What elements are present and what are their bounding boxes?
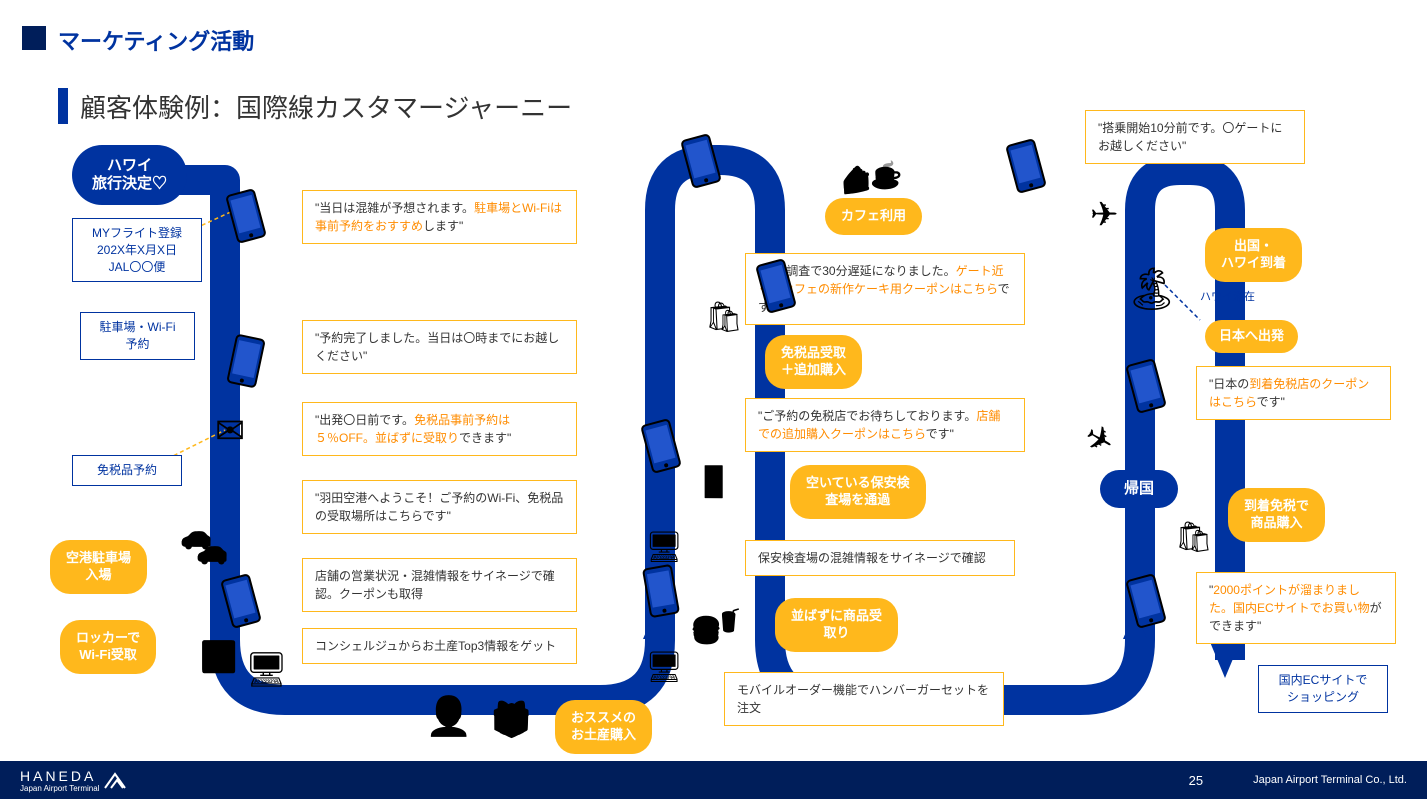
phone-icon <box>219 572 263 631</box>
parking-entry-bubble: 空港駐車場入場 <box>50 540 147 594</box>
section-title: マーケティング活動 <box>58 24 254 56</box>
start-bubble: ハワイ旅行決定♡ <box>72 145 187 205</box>
coffee-icon: ☕ <box>870 160 902 191</box>
phone-icon <box>641 563 682 620</box>
pickup-bubble: 並ばずに商品受取り <box>775 598 898 652</box>
phone-icon <box>1124 572 1168 631</box>
plane-arrival-icon: ✈ <box>1077 416 1122 465</box>
msg-dutyfree-discount: "出発〇日前です。免税品事前予約は５％OFF。並ばずに受取りできます" <box>302 402 577 456</box>
brand-logo: HANEDA Japan Airport Terminal <box>20 768 127 793</box>
dutyfree-pickup-bubble: 免税品受取＋追加購入 <box>765 335 862 389</box>
msg-congestion: "当日は混雑が予想されます。駐車場とWi-Fiは事前予約をおすすめします" <box>302 190 577 244</box>
monitor-icon: 🖥 <box>245 650 288 690</box>
phone-icon <box>1004 137 1048 196</box>
phone-icon <box>1124 357 1168 416</box>
drink-icon: 🥤 <box>715 608 742 634</box>
phone-icon <box>679 132 723 191</box>
souvenir-bubble: おススメのお土産購入 <box>555 700 652 754</box>
msg-arrival-coupon: "日本の到着免税店のクーポンはこちらです" <box>1196 366 1391 420</box>
island-icon: 🏝 <box>1125 265 1178 314</box>
wifi-icon: 📶 <box>200 640 237 675</box>
msg-dutyfree-coupon: "ご予約の免税店でお待ちしております。店舗での追加購入クーポンはこちらです" <box>745 398 1025 452</box>
company-name: Japan Airport Terminal Co., Ltd. <box>1253 774 1407 786</box>
flight-registration-box: MYフライト登録202X年X月X日JAL〇〇便 <box>72 218 202 282</box>
page-title: 顧客体験例：国際線カスタマージャーニー <box>80 88 572 125</box>
japan-depart-bubble: 日本へ出発 <box>1205 320 1298 353</box>
gift-icon: 🎁 <box>490 700 532 740</box>
header-accent <box>22 26 46 50</box>
return-pill: 帰国 <box>1100 470 1178 508</box>
phone-icon <box>225 332 267 390</box>
msg-mobile-order: モバイルオーダー機能でハンバーガーセットを注文 <box>724 672 1004 726</box>
cafe-bubble: カフェ利用 <box>825 198 922 235</box>
hawaii-stay-label: ハワイ滞在 <box>1200 288 1255 304</box>
monitor-icon: 🖥 <box>645 650 683 685</box>
envelope-icon: ✉ <box>215 410 245 452</box>
cake-icon: 🍰 <box>840 165 872 196</box>
msg-reservation-done: "予約完了しました。当日は〇時までにお越しください" <box>302 320 577 374</box>
subtitle-accent <box>58 88 68 124</box>
msg-boarding: "搭乗開始10分前です。〇ゲートにお越しください" <box>1085 110 1305 164</box>
car-icon: 🚗 <box>196 535 228 566</box>
msg-concierge: コンシェルジュからお土産Top3情報をゲット <box>302 628 577 664</box>
ec-shopping-box: 国内ECサイトでショッピング <box>1258 665 1388 713</box>
phone-icon <box>639 417 683 476</box>
msg-welcome: "羽田空港へようこそ！ご予約のWi-Fi、免税品の受取場所はこちらです" <box>302 480 577 534</box>
dutyfree-reserve-box: 免税品予約 <box>72 455 182 486</box>
security-bubble: 空いている保安検査場を通過 <box>790 465 926 519</box>
parking-wifi-box: 駐車場・Wi-Fi予約 <box>80 312 195 360</box>
msg-security-signage: 保安検査場の混雑情報をサイネージで確認 <box>745 540 1015 576</box>
locker-wifi-bubble: ロッカーでWi-Fi受取 <box>60 620 156 674</box>
person-icon: 👤 <box>425 695 472 739</box>
plane-departure-icon: ✈ <box>1090 195 1119 235</box>
departure-bubble: 出国・ハワイ到着 <box>1205 228 1302 282</box>
msg-points: "2000ポイントが溜まりました。国内ECサイトでお買い物ができます" <box>1196 572 1396 644</box>
monitor-icon: 🖥 <box>645 530 683 565</box>
page-number: 25 <box>1189 773 1203 788</box>
bag-icon: 🛍 <box>705 300 743 335</box>
phone-icon <box>224 187 268 246</box>
footer: HANEDA Japan Airport Terminal 25 Japan A… <box>0 761 1427 799</box>
bag-icon: 🛍 <box>1175 520 1213 555</box>
arrival-dutyfree-bubble: 到着免税で商品購入 <box>1228 488 1325 542</box>
security-icon: 🚪 <box>695 465 732 500</box>
msg-signage: 店舗の営業状況・混雑情報をサイネージで確認。クーポンも取得 <box>302 558 577 612</box>
